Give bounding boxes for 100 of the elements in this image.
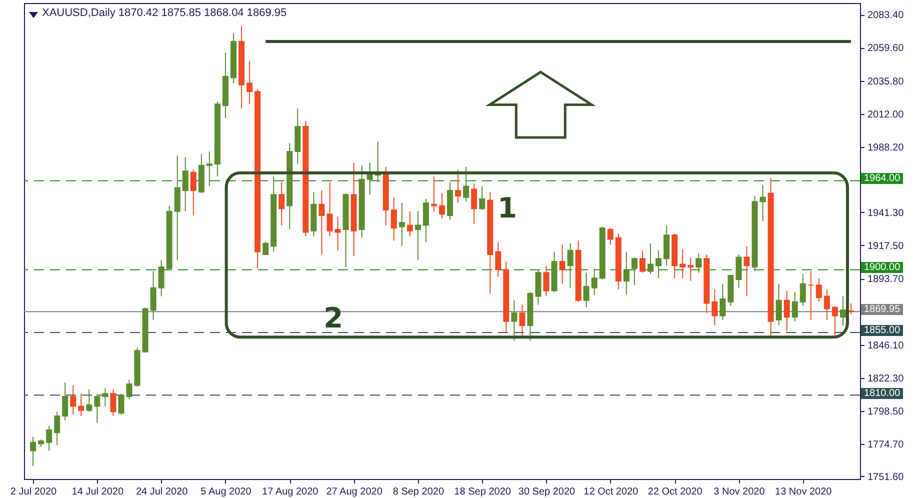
x-tick-label: 24 Jul 2020	[136, 486, 188, 498]
x-tick-label: 17 Aug 2020	[262, 486, 319, 498]
candlestick	[479, 186, 486, 210]
candlestick	[190, 169, 196, 216]
y-tick-label: 1893.70	[868, 274, 904, 286]
y-tick-label: 1941.30	[868, 208, 904, 219]
candlestick	[54, 411, 60, 446]
candlestick	[439, 192, 445, 219]
chart-title: XAUUSD,Daily 1870.42 1875.85 1868.04 1869.95	[42, 7, 287, 19]
candlestick	[631, 256, 638, 286]
x-tick-label: 2 Jul 2020	[10, 486, 58, 498]
candlestick	[406, 210, 413, 237]
x-tick-label: 3 Nov 2020	[714, 486, 766, 498]
x-tick-label: 8 Sep 2020	[392, 486, 444, 498]
candlestick	[840, 296, 846, 326]
candlestick	[278, 182, 285, 226]
candlestick	[623, 251, 630, 296]
candlestick	[495, 241, 502, 278]
candlestick	[110, 389, 116, 416]
candlestick	[326, 182, 333, 237]
candlestick	[696, 252, 702, 274]
candlestick	[511, 300, 518, 342]
candlestick	[463, 166, 470, 202]
x-tick-label: 18 Sep 2020	[454, 486, 512, 498]
candlestick	[102, 388, 108, 407]
candlestick	[744, 246, 750, 297]
y-tick-label: 2059.60	[868, 43, 904, 54]
candlestick	[46, 425, 52, 452]
candlestick	[174, 155, 180, 261]
candlestick	[455, 169, 462, 204]
candlestick	[832, 306, 838, 336]
candlestick	[559, 244, 566, 284]
candlestick	[736, 254, 742, 288]
candlestick	[318, 190, 325, 255]
candlestick	[784, 290, 790, 332]
candlestick	[398, 202, 405, 247]
candlestick	[62, 382, 68, 421]
candlestick	[126, 379, 132, 400]
candlestick	[86, 389, 92, 412]
x-tick-label: 12 Oct 2020	[584, 486, 639, 498]
candlestick	[246, 60, 253, 105]
ref-line-label: 1869.95	[861, 304, 904, 316]
x-tick-label: 13 Nov 2020	[775, 486, 832, 498]
candlestick	[639, 250, 646, 274]
x-tick-label: 30 Sep 2020	[518, 486, 576, 498]
candlestick	[680, 248, 686, 279]
candlestick	[824, 288, 830, 320]
y-tick-label: 1751.60	[868, 472, 904, 483]
ref-line-label: 1964.00	[861, 173, 904, 184]
candlestick	[206, 151, 212, 187]
y-tick-label: 1774.70	[868, 440, 904, 451]
candlestick	[720, 283, 726, 320]
candlestick	[414, 210, 421, 261]
candlestick	[583, 272, 590, 308]
candlestick	[816, 278, 822, 302]
y-tick-label: 2083.40	[868, 10, 904, 22]
candlestick	[182, 156, 188, 212]
candlestick	[262, 241, 269, 255]
candlestick	[808, 270, 814, 320]
candlestick	[30, 436, 36, 467]
annotation: 2	[324, 302, 344, 335]
candlestick	[422, 198, 429, 242]
ref-line-label: 1855.00	[861, 324, 904, 336]
x-tick-label: 27 Aug 2020	[326, 486, 383, 498]
y-tick-label: 1798.50	[868, 406, 904, 418]
candlestick	[800, 273, 806, 306]
x-tick-label: 14 Jul 2020	[72, 486, 124, 498]
candlestick	[94, 393, 100, 424]
candlestick	[430, 176, 437, 212]
ref-line-label: 1810.00	[861, 388, 904, 399]
x-tick-label: 5 Aug 2020	[200, 486, 252, 498]
candlestick	[78, 393, 84, 416]
candlestick	[334, 216, 341, 251]
candlestick	[792, 292, 798, 322]
candlestick	[760, 184, 766, 222]
candlestick	[70, 384, 76, 416]
y-tick-label: 1822.30	[868, 373, 904, 384]
candlestick	[712, 288, 718, 326]
candlestick	[664, 224, 670, 266]
y-tick-label: 1917.50	[868, 240, 904, 252]
x-tick-label: 22 Oct 2020	[648, 486, 703, 498]
candlestick	[118, 393, 124, 416]
candlestick	[688, 256, 694, 282]
y-tick-label: 2012.00	[868, 109, 904, 120]
y-tick-label: 2035.80	[868, 76, 904, 88]
y-tick-label: 1988.20	[868, 142, 904, 154]
candlestick	[158, 260, 164, 297]
ref-line-label: 1900.00	[861, 262, 904, 274]
annotation: 1	[497, 192, 517, 225]
candlestick	[390, 196, 397, 242]
y-tick-label: 1846.10	[868, 340, 904, 352]
candlestick	[648, 242, 654, 274]
candlestick	[543, 265, 550, 297]
candlestick	[471, 183, 478, 224]
candlestick	[150, 270, 156, 320]
candlestick	[607, 228, 614, 246]
candlestick	[656, 250, 662, 279]
candlestick	[567, 242, 574, 288]
candlestick	[519, 304, 526, 338]
candlestick	[591, 268, 598, 296]
